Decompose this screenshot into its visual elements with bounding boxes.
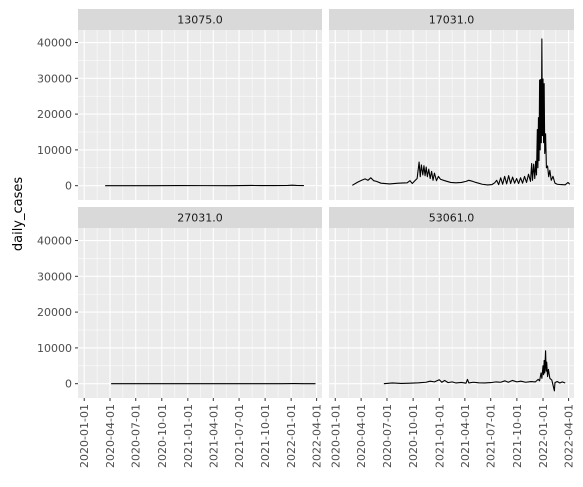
x-tick-label: 2020-10-01 (156, 404, 169, 468)
y-tick-label: 40000 (37, 235, 72, 248)
x-tick-label: 2022-04-01 (563, 404, 576, 468)
x-tick-label: 2020-01-01 (78, 404, 91, 468)
x-tick-label: 2021-10-01 (511, 404, 524, 468)
facet-panel-1: 17031.0 (329, 9, 574, 200)
series-line (105, 185, 304, 186)
x-tick-label: 2020-04-01 (355, 404, 368, 468)
x-tick-label: 2021-04-01 (207, 404, 220, 468)
panel-background (78, 228, 322, 398)
x-tick-label: 2022-04-01 (311, 404, 324, 468)
facet-strip-label: 17031.0 (429, 14, 475, 27)
x-tick-label: 2021-07-01 (233, 404, 246, 468)
x-tick-label: 2022-01-01 (537, 404, 550, 468)
facet-panel-3: 53061.0 2020-01-01 2020-04-01 2020-07-01 202… (329, 207, 576, 468)
y-tick-label: 40000 (37, 37, 72, 50)
x-tick-label: 2022-01-01 (285, 404, 298, 468)
x-tick-label: 2021-04-01 (459, 404, 472, 468)
y-tick-label: 10000 (37, 342, 72, 355)
x-tick-label: 2020-01-01 (329, 404, 342, 468)
x-tick-label: 2020-10-01 (407, 404, 420, 468)
y-tick-label: 0 (65, 378, 72, 391)
panel-background (78, 30, 322, 200)
y-tick-label: 10000 (37, 144, 72, 157)
x-tick-label: 2021-01-01 (182, 404, 195, 468)
facet-strip-label: 53061.0 (429, 212, 475, 225)
panel-background (329, 228, 574, 398)
facet-panel-0: 13075.0 0 10000 20000 30000 40000 (37, 9, 322, 200)
panel-background (329, 30, 574, 200)
y-tick-label: 30000 (37, 270, 72, 283)
y-tick-label: 20000 (37, 108, 72, 121)
y-axis-title: daily_cases (11, 177, 26, 252)
y-tick-label: 30000 (37, 72, 72, 85)
x-tick-label: 2020-07-01 (381, 404, 394, 468)
y-tick-label: 0 (65, 180, 72, 193)
x-tick-label: 2020-04-01 (104, 404, 117, 468)
x-tick-label: 2021-07-01 (485, 404, 498, 468)
facet-strip-label: 13075.0 (177, 14, 223, 27)
x-tick-label: 2021-01-01 (433, 404, 446, 468)
facet-panel-2: 27031.0 0 10000 20000 30000 40000 2020-01-01 20… (37, 207, 324, 468)
y-tick-label: 20000 (37, 306, 72, 319)
facet-strip-label: 27031.0 (177, 212, 223, 225)
x-tick-label: 2020-07-01 (130, 404, 143, 468)
x-tick-label: 2021-10-01 (259, 404, 272, 468)
